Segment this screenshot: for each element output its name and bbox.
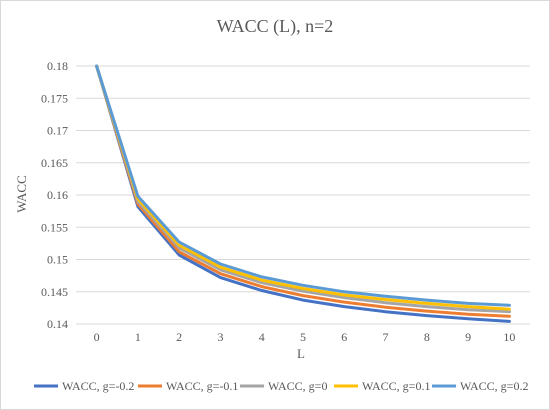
x-tick-label: 5: [300, 330, 306, 344]
legend-label-1: WACC, g=-0.1: [166, 379, 238, 393]
legend-label-0: WACC, g=-0.2: [62, 379, 134, 393]
x-tick-label: 2: [176, 330, 182, 344]
legend: WACC, g=-0.2 WACC, g=-0.1 WACC, g=0 WACC, g…: [34, 379, 528, 393]
x-tick-label: 10: [503, 330, 515, 344]
gridlines: [76, 65, 530, 325]
x-axis-title: L: [297, 346, 305, 361]
y-tick-label: 0.14: [47, 317, 68, 331]
x-axis-ticks: 0 1 2 3 4 5 6 7 8 9 10: [94, 330, 516, 344]
series-line-3: [95, 64, 511, 311]
legend-label-3: WACC, g=0.1: [362, 379, 430, 393]
legend-label-2: WACC, g=0: [268, 379, 327, 393]
series-line-4: [95, 64, 511, 307]
y-tick-label: 0.175: [41, 91, 68, 105]
x-tick-label: 0: [94, 330, 100, 344]
x-tick-label: 1: [135, 330, 141, 344]
chart-title: WACC (L), n=2: [217, 16, 334, 37]
legend-label-4: WACC, g=0.2: [460, 379, 528, 393]
y-tick-label: 0.165: [41, 156, 68, 170]
y-tick-label: 0.155: [41, 220, 68, 234]
series-line-2: [95, 64, 511, 314]
x-tick-label: 9: [465, 330, 471, 344]
series-line-1: [95, 64, 511, 318]
y-axis-ticks: 0.14 0.145 0.15 0.155 0.16 0.165 0.17 0.175 0.18: [41, 59, 68, 331]
y-tick-label: 0.17: [47, 124, 68, 138]
x-tick-label: 3: [217, 330, 223, 344]
y-axis-title: WACC: [14, 175, 29, 213]
y-tick-label: 0.16: [47, 188, 68, 202]
y-tick-label: 0.18: [47, 59, 68, 73]
series-lines: [95, 64, 511, 323]
y-tick-label: 0.145: [41, 285, 68, 299]
series-line-0: [95, 64, 511, 323]
x-tick-label: 4: [259, 330, 265, 344]
x-tick-label: 8: [424, 330, 430, 344]
x-tick-label: 7: [383, 330, 389, 344]
x-tick-label: 6: [341, 330, 347, 344]
y-tick-label: 0.15: [47, 253, 68, 267]
